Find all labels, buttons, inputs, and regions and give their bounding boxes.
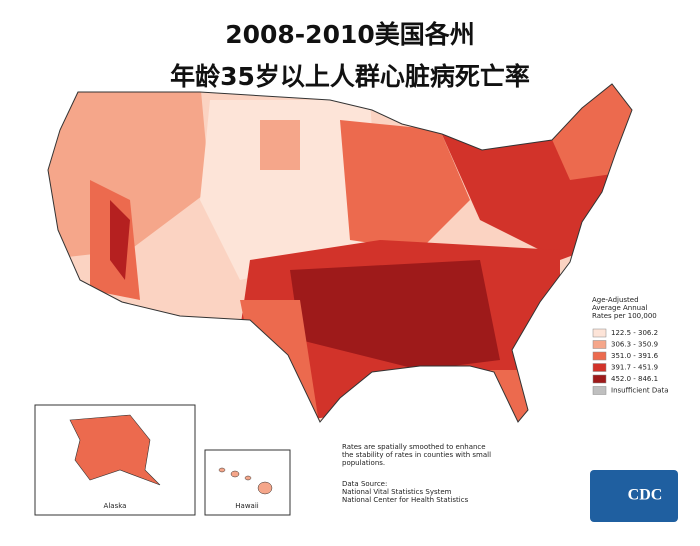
legend-label: 391.7 - 451.9 [611, 364, 658, 372]
notes: Rates are spatially smoothed to enhancet… [342, 443, 491, 504]
legend-label: 122.5 - 306.2 [611, 329, 658, 337]
legend-title: Rates per 100,000 [592, 312, 657, 320]
us-map [48, 84, 632, 422]
legend-label: 351.0 - 391.6 [611, 352, 659, 360]
inset-label: Hawaii [235, 502, 259, 510]
note-line: Rates are spatially smoothed to enhance [342, 443, 486, 451]
alaska-shape [69, 414, 161, 486]
legend-title: Age-Adjusted [592, 296, 639, 304]
legend-swatch [592, 363, 607, 372]
note-line: populations. [342, 459, 385, 467]
logo-text: CDC [628, 487, 663, 504]
source-line: National Vital Statistics System [342, 488, 452, 496]
note-line: the stability of rates in counties with … [342, 451, 491, 459]
inset-label: Alaska [104, 502, 127, 510]
source-line: National Center for Health Statistics [342, 496, 469, 504]
title-line: 2008-2010美国各州 [225, 20, 475, 49]
source-line: Data Source: [342, 480, 387, 488]
hawaii-shape [218, 467, 273, 495]
logo [590, 470, 678, 522]
legend-swatch [592, 374, 607, 384]
legend-label: 306.3 - 350.9 [611, 341, 658, 349]
legend-swatch [592, 340, 607, 349]
alaska-inset [34, 404, 196, 516]
us-outline [47, 83, 633, 423]
legend-swatch [592, 351, 607, 361]
legend-label: Insufficient Data [611, 387, 669, 395]
legend-swatch [592, 328, 607, 338]
legend-swatch [592, 386, 607, 395]
hawaii-inset [204, 449, 291, 516]
title-line: 年龄35岁以上人群心脏病死亡率 [170, 62, 530, 91]
legend-title: Average Annual [592, 304, 647, 312]
legend-label: 452.0 - 846.1 [611, 375, 658, 383]
